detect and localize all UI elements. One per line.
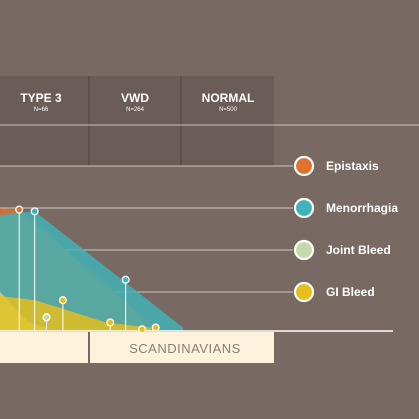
group-band-segment (0, 332, 88, 363)
data-point (121, 275, 130, 284)
data-point (138, 325, 147, 334)
legend-marker (293, 239, 315, 261)
legend-marker (293, 197, 315, 219)
area-gi-bleed (0, 295, 152, 331)
data-point (15, 205, 24, 214)
data-point (106, 318, 115, 327)
group-band-segment (90, 332, 274, 363)
column-count: N=500 (219, 107, 238, 113)
legend-marker (293, 155, 315, 177)
data-markers (15, 205, 160, 334)
data-point (151, 323, 160, 332)
legend-label: GI Bleed (326, 285, 375, 299)
data-point (30, 207, 39, 216)
column-headers: TYPE 3 N=66 VWD N=264 NORMAL N=500 (0, 76, 274, 166)
area-series (0, 208, 393, 332)
legend-label: Epistaxis (326, 159, 379, 173)
legend: Epistaxis Menorrhagia Joint Bleed GI Bleed (293, 155, 398, 303)
column-title: NORMAL (202, 91, 255, 105)
column-panel (90, 76, 180, 166)
column-panel (0, 76, 88, 166)
area-menorrhagia (0, 211, 183, 331)
column-title: VWD (121, 91, 149, 105)
legend-label: Joint Bleed (326, 243, 391, 257)
column-panel (182, 76, 274, 166)
column-title: TYPE 3 (20, 91, 62, 105)
data-point (58, 296, 67, 305)
legend-label: Menorrhagia (326, 201, 398, 215)
column-count: N=66 (34, 107, 49, 113)
group-band: SCANDINAVIANS (0, 332, 274, 363)
data-point (42, 313, 51, 322)
group-band-label: SCANDINAVIANS (129, 341, 241, 356)
legend-marker (293, 281, 315, 303)
column-count: N=264 (126, 107, 145, 113)
